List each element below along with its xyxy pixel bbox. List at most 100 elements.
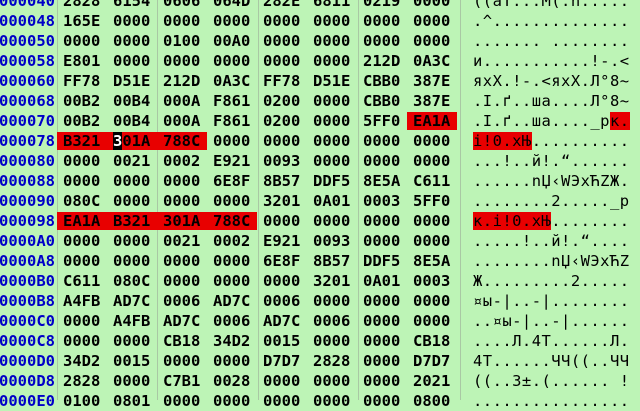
hex-word[interactable]: 0000 [163, 252, 201, 270]
hex-word[interactable]: 3201 [313, 272, 351, 290]
hex-word[interactable]: 0200 [263, 92, 301, 110]
hex-word[interactable]: E921 [263, 232, 301, 250]
hex-word[interactable]: FF78 [263, 72, 301, 90]
hex-word[interactable]: 0000 [163, 172, 201, 190]
hex-word[interactable]: 0000 [413, 32, 451, 50]
hex-word[interactable]: 0003 [363, 192, 401, 210]
text-column[interactable]: .^.............. [473, 11, 630, 31]
hex-word[interactable]: 0000 [163, 12, 201, 30]
hex-word[interactable]: F861 [213, 112, 251, 130]
hex-word[interactable]: 0006 [313, 312, 351, 330]
hex-word[interactable]: 0000 [63, 232, 101, 250]
hex-word[interactable]: C611 [63, 272, 101, 290]
hex-word[interactable]: 0000 [213, 12, 251, 30]
text-column[interactable]: к.і!0.xЊ........ [473, 211, 630, 231]
hex-word[interactable]: 0000 [213, 52, 251, 70]
hex-word[interactable]: 301A [157, 212, 207, 230]
hex-word[interactable]: 0000 [313, 132, 351, 150]
hex-word[interactable]: CBB0 [363, 72, 401, 90]
hex-word[interactable]: 0000 [313, 212, 351, 230]
hex-word[interactable]: 0000 [213, 192, 251, 210]
hex-word[interactable]: 064D [213, 0, 251, 10]
text-column[interactable]: ((aT...M(.h..... [473, 0, 630, 11]
hex-word[interactable]: 0000 [113, 372, 151, 390]
hex-word[interactable]: 0000 [363, 32, 401, 50]
hex-word[interactable]: 0000 [313, 112, 351, 130]
hex-word[interactable]: DDF5 [363, 252, 401, 270]
hex-word[interactable]: 301A [107, 132, 157, 150]
text-column[interactable]: Ж.........2..... [473, 271, 630, 291]
hex-word[interactable]: 0000 [363, 372, 401, 390]
text-column[interactable]: ....Л.4Т......Л. [473, 331, 630, 351]
hex-word[interactable]: A4FB [113, 312, 151, 330]
hex-word[interactable]: 0000 [113, 192, 151, 210]
hex-word[interactable]: 000A [163, 112, 201, 130]
hex-word[interactable]: 788C [207, 212, 257, 230]
hex-word[interactable]: 0015 [263, 332, 301, 350]
text-column[interactable]: .І.ґ..ша...._рк. [473, 111, 630, 131]
hex-word[interactable]: CB18 [413, 332, 451, 350]
hex-word[interactable]: 0000 [163, 192, 201, 210]
hex-word[interactable]: 8B57 [263, 172, 301, 190]
hex-word[interactable]: 282E [263, 0, 301, 10]
hex-word[interactable]: 0000 [313, 52, 351, 70]
hex-word[interactable]: 0006 [263, 292, 301, 310]
hex-word[interactable]: 000A [163, 92, 201, 110]
hex-word[interactable]: 00B2 [63, 92, 101, 110]
hex-word[interactable]: 2828 [313, 352, 351, 370]
hex-word[interactable]: 0000 [213, 352, 251, 370]
hex-word[interactable]: 0000 [313, 332, 351, 350]
hex-word[interactable]: 2828 [63, 372, 101, 390]
hex-word[interactable]: 0000 [263, 132, 301, 150]
hex-word[interactable]: 5FF0 [363, 112, 401, 130]
text-column[interactable]: .І.ґ..ша....Л°8~ [473, 91, 630, 111]
hex-word[interactable]: D51E [313, 72, 351, 90]
text-column[interactable]: і!0.xЊ.......... [473, 131, 630, 151]
hex-word[interactable]: 0000 [413, 312, 451, 330]
hex-word[interactable]: 165E [63, 12, 101, 30]
hex-word[interactable]: 080C [63, 192, 101, 210]
hex-word[interactable]: 0000 [63, 252, 101, 270]
hex-word[interactable]: 0000 [363, 12, 401, 30]
hex-word[interactable]: 0000 [263, 52, 301, 70]
hex-word[interactable]: 34D2 [213, 332, 251, 350]
hex-word[interactable]: 0800 [413, 392, 451, 410]
text-column[interactable]: ((..З±.(...... ! [473, 371, 630, 391]
hex-word[interactable]: 8B57 [313, 252, 351, 270]
hex-word[interactable]: 6811 [313, 0, 351, 10]
hex-word[interactable]: 0015 [113, 352, 151, 370]
text-column[interactable]: 4Т......ЧЧ((..ЧЧ [473, 351, 630, 371]
hex-word[interactable]: 0000 [363, 392, 401, 410]
text-column[interactable]: ....... ........ [473, 31, 630, 51]
hex-word[interactable]: D7D7 [263, 352, 301, 370]
hex-word[interactable]: 0000 [113, 252, 151, 270]
hex-word[interactable]: AD7C [163, 312, 201, 330]
hex-word[interactable]: 387E [413, 72, 451, 90]
hex-word[interactable]: 0000 [63, 172, 101, 190]
text-column[interactable]: ........2....._р [473, 191, 630, 211]
hex-word[interactable]: 0021 [113, 152, 151, 170]
hex-word[interactable]: 0000 [113, 172, 151, 190]
hex-word[interactable]: 0021 [163, 232, 201, 250]
hex-word[interactable]: EA1A [407, 112, 457, 130]
text-column[interactable]: ........nЏ‹WЭхЋZ [473, 251, 630, 271]
hex-word[interactable]: 0000 [163, 272, 201, 290]
hex-word[interactable]: 0002 [163, 152, 201, 170]
hex-word[interactable]: 0000 [413, 292, 451, 310]
hex-word[interactable]: 0000 [313, 32, 351, 50]
text-column[interactable]: яхХ.!-.<яхХ.Л°8~ [473, 71, 630, 91]
hex-word[interactable]: 00B4 [113, 112, 151, 130]
hex-word[interactable]: B321 [107, 212, 157, 230]
hex-word[interactable]: 0000 [213, 392, 251, 410]
hex-word[interactable]: 0000 [363, 232, 401, 250]
text-column[interactable]: и...........!-.< [473, 51, 630, 71]
hex-word[interactable]: C611 [413, 172, 451, 190]
hex-word[interactable]: 0000 [263, 32, 301, 50]
hex-word[interactable]: 0000 [63, 332, 101, 350]
hex-word[interactable]: F861 [213, 92, 251, 110]
hex-word[interactable]: 0000 [313, 372, 351, 390]
hex-word[interactable]: 212D [163, 72, 201, 90]
hex-word[interactable]: 0000 [113, 232, 151, 250]
hex-word[interactable]: 0000 [413, 132, 451, 150]
